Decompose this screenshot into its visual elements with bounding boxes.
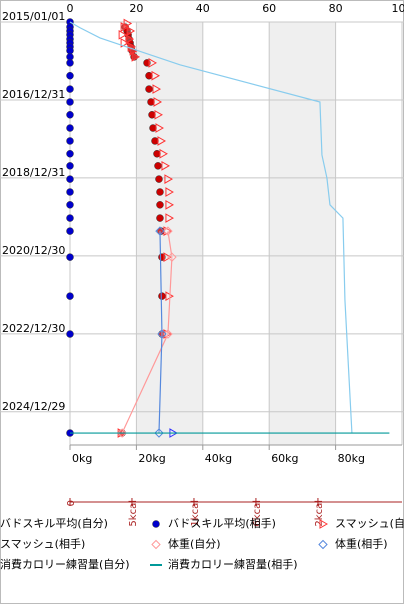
point (147, 98, 155, 106)
point (156, 201, 164, 209)
point (66, 71, 74, 80)
x-tick-label: 0 (67, 2, 74, 15)
y-tick-label: 2018/12/31 (2, 166, 65, 179)
y-tick-label: 2020/12/30 (2, 244, 65, 257)
point (148, 58, 158, 68)
x-tick-label: 60 (262, 2, 276, 15)
point (154, 109, 163, 120)
point (165, 187, 174, 197)
point (66, 59, 74, 67)
point (155, 123, 164, 133)
bands (136, 22, 336, 445)
point (156, 214, 164, 222)
legend: バドスキル平均(自分) バドスキル平均(相手) スマッシュ(自分) スマッシュ(相手)… (0, 516, 404, 571)
point (120, 38, 130, 48)
point (167, 252, 177, 262)
point (152, 84, 161, 94)
kcal-tick-label: 6kcal (252, 500, 263, 527)
x-tick-label: 40 (196, 2, 210, 15)
legend-label: バドスキル平均(自分) (0, 517, 108, 530)
y-tick-label: 2022/12/30 (2, 322, 65, 335)
point (131, 52, 141, 62)
kg-tick-label: 80kg (338, 452, 365, 465)
point (165, 213, 174, 223)
axes: 0 20 40 60 80 100 2015/01/01 2016/12/31 2018/12/… (2, 2, 404, 527)
point (145, 71, 153, 80)
marks (66, 18, 390, 438)
legend-marker (151, 539, 161, 550)
series-line (69, 21, 353, 434)
legend-marker (319, 519, 329, 529)
x-tick-label: 20 (129, 2, 143, 15)
point (120, 22, 130, 32)
point (66, 201, 74, 209)
point (164, 174, 173, 184)
legend-marker (152, 520, 160, 528)
legend-label: 体重(相手) (335, 537, 388, 551)
point (66, 253, 74, 261)
point (66, 98, 74, 106)
point (66, 150, 74, 158)
point (66, 162, 74, 170)
point (66, 85, 74, 93)
point (125, 34, 135, 44)
point (66, 292, 74, 300)
point (126, 26, 136, 36)
point (165, 199, 174, 210)
point (118, 29, 128, 40)
point (66, 175, 74, 183)
point (145, 85, 153, 93)
band (269, 22, 336, 445)
point (66, 214, 74, 222)
point (66, 330, 74, 338)
point (154, 162, 162, 170)
point (66, 137, 74, 145)
kcal-tick-label: 2kcal (314, 500, 325, 527)
series-line (158, 231, 163, 434)
legend-label: 消費カロリー練習量(自分) (0, 557, 130, 571)
point (66, 227, 74, 235)
kcal-tick-label: 1kcal (190, 500, 201, 527)
legend-label: 体重(自分) (168, 537, 221, 551)
kg-tick-label: 0kg (72, 452, 92, 465)
kg-tick-label: 60kg (271, 452, 298, 465)
legend-label: 消費カロリー練習量(相手) (168, 557, 298, 571)
legend-label: スマッシュ(相手) (0, 537, 85, 551)
y-tick-label: 2015/01/01 (2, 10, 65, 23)
point (148, 111, 156, 119)
y-tick-label: 2016/12/31 (2, 88, 65, 101)
point (157, 329, 167, 339)
point (151, 137, 159, 145)
legend-marker (318, 539, 328, 550)
kcal-tick-label: 5kcal (128, 500, 139, 527)
point (155, 175, 163, 183)
point (161, 160, 170, 171)
kg-tick-label: 40kg (205, 452, 232, 465)
point (155, 226, 165, 236)
series-line (121, 231, 173, 434)
point (157, 136, 166, 146)
x-tick-label: 100 (392, 2, 404, 15)
point (156, 188, 164, 196)
point (158, 292, 166, 300)
kg-tick-label: 20kg (138, 452, 165, 465)
point (159, 148, 168, 159)
point (66, 124, 74, 132)
point (66, 111, 74, 119)
y-tick-label: 2024/12/29 (2, 400, 65, 413)
point (149, 124, 157, 132)
point (153, 150, 161, 158)
x-tick-label: 80 (329, 2, 343, 15)
kcal-tick-label: 0 (66, 500, 77, 506)
point (151, 70, 160, 81)
point (66, 188, 74, 196)
point (153, 97, 162, 107)
legend-label: バドスキル平均(相手) (168, 516, 276, 530)
point (163, 226, 173, 236)
legend-label: スマッシュ(自分) (335, 517, 404, 530)
